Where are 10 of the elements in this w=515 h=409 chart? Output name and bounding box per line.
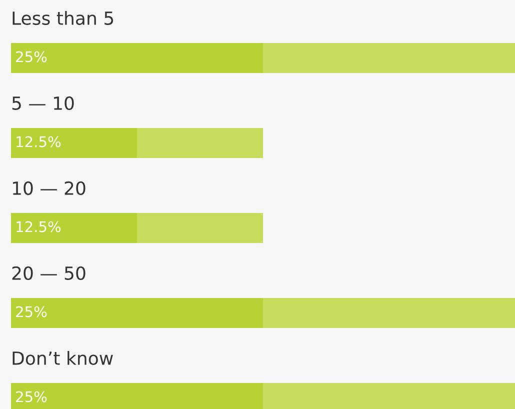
y-tick-label: 10 — 20	[12, 181, 86, 195]
y-tick-label: Don’t know	[12, 351, 113, 365]
y-tick-label: 20 — 50	[12, 266, 86, 280]
data-label: 12.5%	[16, 136, 61, 148]
data-label: 25%	[16, 306, 47, 318]
data-label: 25%	[16, 391, 47, 402]
data-label: 12.5%	[16, 221, 61, 232]
y-tick-label: 5 — 10	[12, 96, 74, 110]
y-tick-label: Less than 5	[12, 11, 114, 25]
data-label: 25%	[16, 51, 47, 62]
